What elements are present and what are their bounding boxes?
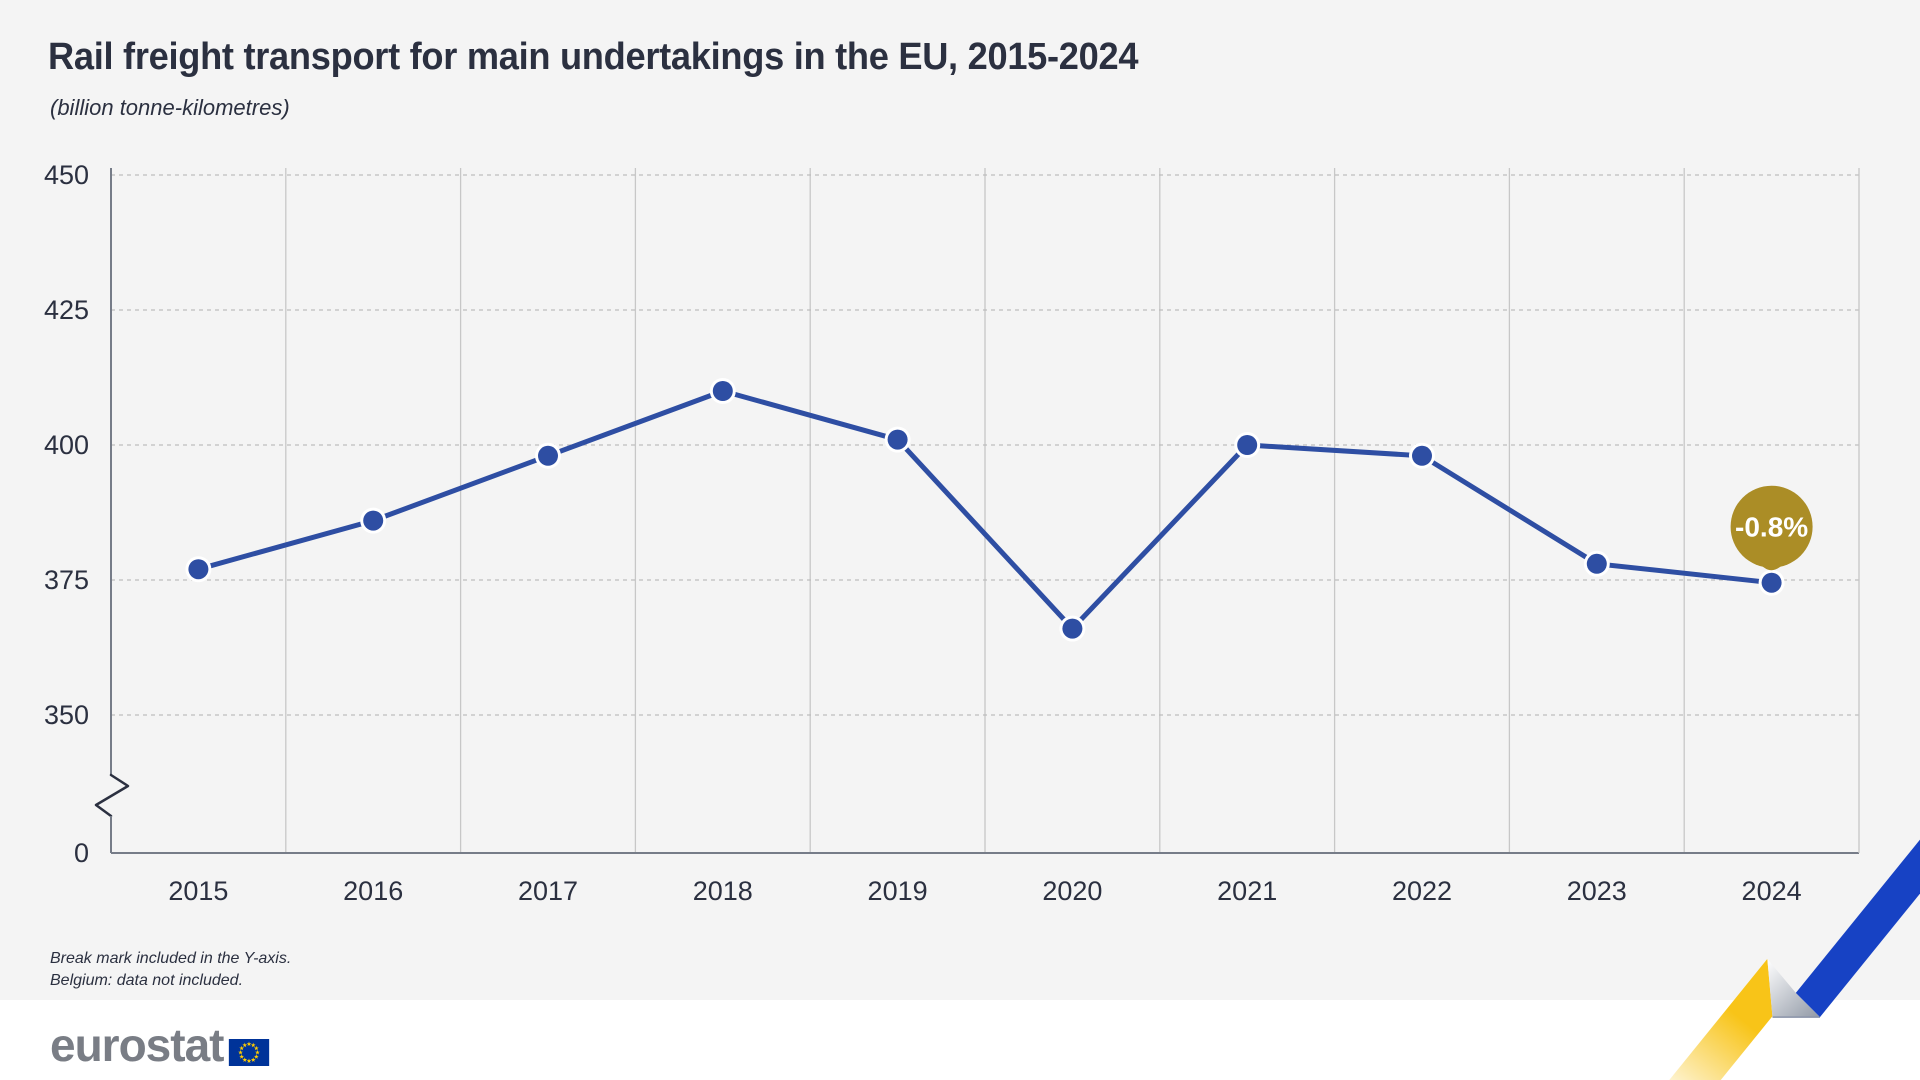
svg-text:400: 400 (44, 430, 89, 460)
svg-text:2017: 2017 (518, 876, 578, 906)
svg-text:2015: 2015 (168, 876, 228, 906)
svg-text:2016: 2016 (343, 876, 403, 906)
svg-text:2020: 2020 (1042, 876, 1102, 906)
svg-text:2024: 2024 (1742, 876, 1802, 906)
svg-text:375: 375 (44, 565, 89, 595)
svg-text:2022: 2022 (1392, 876, 1452, 906)
svg-text:2019: 2019 (868, 876, 928, 906)
svg-text:0: 0 (74, 838, 89, 868)
svg-text:2021: 2021 (1217, 876, 1277, 906)
svg-text:2023: 2023 (1567, 876, 1627, 906)
svg-text:2018: 2018 (693, 876, 753, 906)
svg-text:425: 425 (44, 295, 89, 325)
svg-text:350: 350 (44, 700, 89, 730)
svg-text:-0.8%: -0.8% (1735, 512, 1808, 543)
svg-text:450: 450 (44, 160, 89, 190)
